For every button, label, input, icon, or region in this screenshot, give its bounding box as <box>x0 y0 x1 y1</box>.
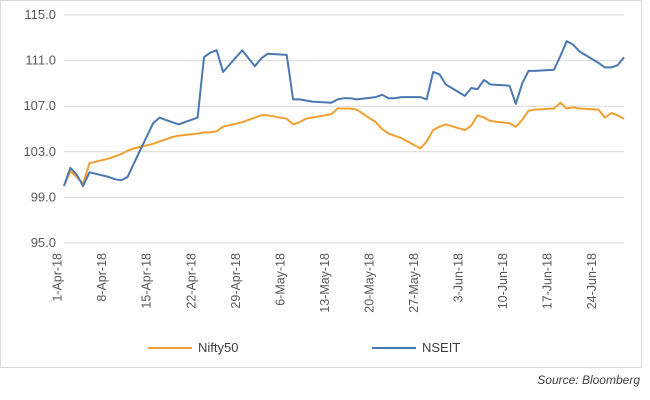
x-tick-label: 15-Apr-18 <box>140 253 154 309</box>
x-tick-label: 20-May-18 <box>362 253 376 313</box>
x-tick-label: 29-Apr-18 <box>229 253 243 309</box>
y-tick-label: 103.0 <box>23 144 56 159</box>
legend-item-nseit: NSEIT <box>372 340 460 355</box>
x-tick-label: 22-Apr-18 <box>184 253 198 309</box>
x-tick-label: 17-Jun-18 <box>541 253 555 309</box>
x-tick-label: 13-May-18 <box>318 253 332 313</box>
x-tick-label: 1-Apr-18 <box>51 253 65 302</box>
source-note: Source: Bloomberg <box>537 373 640 387</box>
x-tick-label: 27-May-18 <box>407 253 421 313</box>
x-tick-label: 8-Apr-18 <box>95 253 109 302</box>
x-tick-label: 3-Jun-18 <box>452 253 466 302</box>
y-tick-label: 115.0 <box>24 7 56 22</box>
x-tick-label: 10-Jun-18 <box>496 253 510 309</box>
legend-label-nseit: NSEIT <box>422 340 461 355</box>
chart-frame <box>0 0 642 368</box>
legend-swatch-nseit <box>372 346 416 349</box>
x-tick-label: 24-Jun-18 <box>585 253 599 309</box>
y-tick-label: 111.0 <box>25 53 56 68</box>
legend-label-nifty50: Nifty50 <box>198 340 239 355</box>
legend-item-nifty50: Nifty50 <box>148 340 238 355</box>
series-line-nifty50 <box>63 101 625 187</box>
y-tick-label: 107.0 <box>23 98 56 113</box>
series-line-nseit <box>63 40 625 187</box>
legend: Nifty50 NSEIT <box>0 340 642 362</box>
x-tick-label: 6-May-18 <box>273 253 287 306</box>
y-tick-label: 99.0 <box>31 189 56 204</box>
y-tick-label: 95.0 <box>31 235 56 250</box>
legend-swatch-nifty50 <box>148 346 192 349</box>
